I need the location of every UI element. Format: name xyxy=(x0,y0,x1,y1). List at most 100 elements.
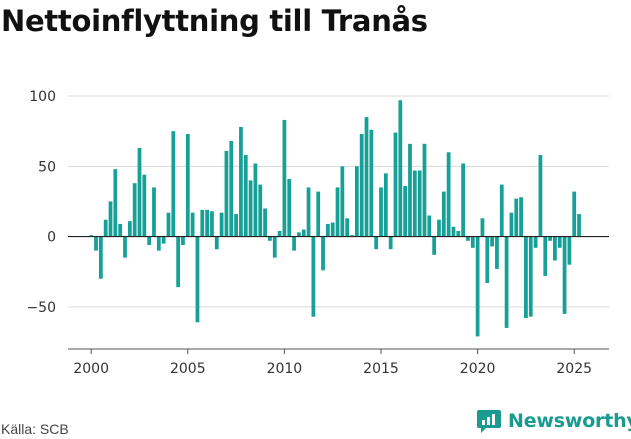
bar xyxy=(263,208,267,237)
bar xyxy=(147,236,152,246)
bar xyxy=(466,236,470,241)
bar xyxy=(412,170,417,237)
bar xyxy=(524,236,528,319)
bar xyxy=(369,129,374,237)
bar xyxy=(258,184,263,237)
bar xyxy=(301,229,306,237)
y-tick-label: 0 xyxy=(47,230,56,246)
chart-title: Nettoinflyttning till Tranås xyxy=(1,4,428,38)
x-tick-label: 2010 xyxy=(267,361,303,377)
bar xyxy=(132,183,137,237)
bar xyxy=(374,236,379,250)
bar xyxy=(408,143,412,237)
bar xyxy=(306,187,311,237)
x-tick-label: 2000 xyxy=(73,361,109,377)
bar xyxy=(297,232,301,237)
bar xyxy=(364,117,369,237)
bar xyxy=(340,166,345,237)
bar xyxy=(94,236,98,251)
bar xyxy=(118,223,123,237)
bar xyxy=(205,209,209,237)
y-tick-label: −50 xyxy=(26,300,56,316)
bar xyxy=(185,133,190,237)
bar xyxy=(190,212,195,237)
bar xyxy=(519,197,523,237)
bars xyxy=(89,100,581,337)
bar xyxy=(219,212,224,237)
bar xyxy=(359,133,364,237)
source-note: Källa: SCB xyxy=(1,421,69,437)
bar xyxy=(166,212,171,237)
bar xyxy=(470,236,475,248)
bar xyxy=(495,236,499,269)
bar xyxy=(528,236,533,317)
bar xyxy=(268,236,272,241)
bar xyxy=(229,141,234,237)
axes xyxy=(68,235,609,354)
bar xyxy=(345,218,350,237)
bar xyxy=(567,236,572,265)
bar xyxy=(538,155,543,237)
bar xyxy=(277,230,282,237)
bar xyxy=(437,219,441,237)
bar xyxy=(142,174,147,237)
bar xyxy=(200,209,205,237)
bar xyxy=(514,198,519,237)
bar xyxy=(330,222,335,237)
bar xyxy=(335,187,340,237)
newsworthy-logo-icon xyxy=(477,410,501,433)
bar xyxy=(161,236,166,244)
bar xyxy=(388,236,393,250)
bar xyxy=(383,173,388,237)
bar xyxy=(176,236,181,288)
bar xyxy=(577,214,581,237)
bar xyxy=(311,236,316,317)
bar xyxy=(509,212,514,237)
bar xyxy=(253,163,258,237)
bar xyxy=(127,221,132,237)
bar xyxy=(451,226,456,237)
bar xyxy=(475,236,480,337)
bar xyxy=(156,236,161,251)
bar xyxy=(113,169,118,237)
x-tick-label: 2015 xyxy=(363,361,399,377)
bar xyxy=(248,180,253,237)
bar xyxy=(504,236,509,328)
bar xyxy=(287,178,292,237)
bar xyxy=(548,236,552,241)
bar xyxy=(441,191,446,237)
bar xyxy=(171,131,176,237)
bar xyxy=(572,191,577,237)
bar xyxy=(316,191,321,237)
brand-name: Newsworthy xyxy=(508,410,631,432)
bar xyxy=(243,155,248,237)
bar xyxy=(403,185,408,237)
bar xyxy=(490,236,494,247)
bar xyxy=(461,163,466,237)
bar xyxy=(181,236,185,246)
x-tick-label: 2020 xyxy=(460,361,496,377)
bar xyxy=(282,119,287,237)
bar xyxy=(354,166,359,237)
bar xyxy=(272,236,277,258)
bar xyxy=(543,236,548,276)
bar xyxy=(137,148,142,237)
bar xyxy=(152,187,156,237)
bar xyxy=(239,126,243,237)
bar xyxy=(234,214,238,237)
bar xyxy=(398,100,403,237)
bar xyxy=(98,236,103,279)
bar xyxy=(224,150,229,237)
bar xyxy=(446,152,451,237)
bar xyxy=(485,236,490,283)
bar xyxy=(553,236,557,261)
bar xyxy=(417,170,422,237)
bar xyxy=(562,236,567,314)
bar xyxy=(325,223,330,237)
bar xyxy=(292,236,296,251)
bar xyxy=(210,211,214,237)
bar xyxy=(89,235,94,237)
bar xyxy=(393,132,398,237)
tick-labels: 100 50 0 −50 2000 2005 2010 2015 2020 2025 xyxy=(26,89,592,377)
bar xyxy=(379,187,383,237)
